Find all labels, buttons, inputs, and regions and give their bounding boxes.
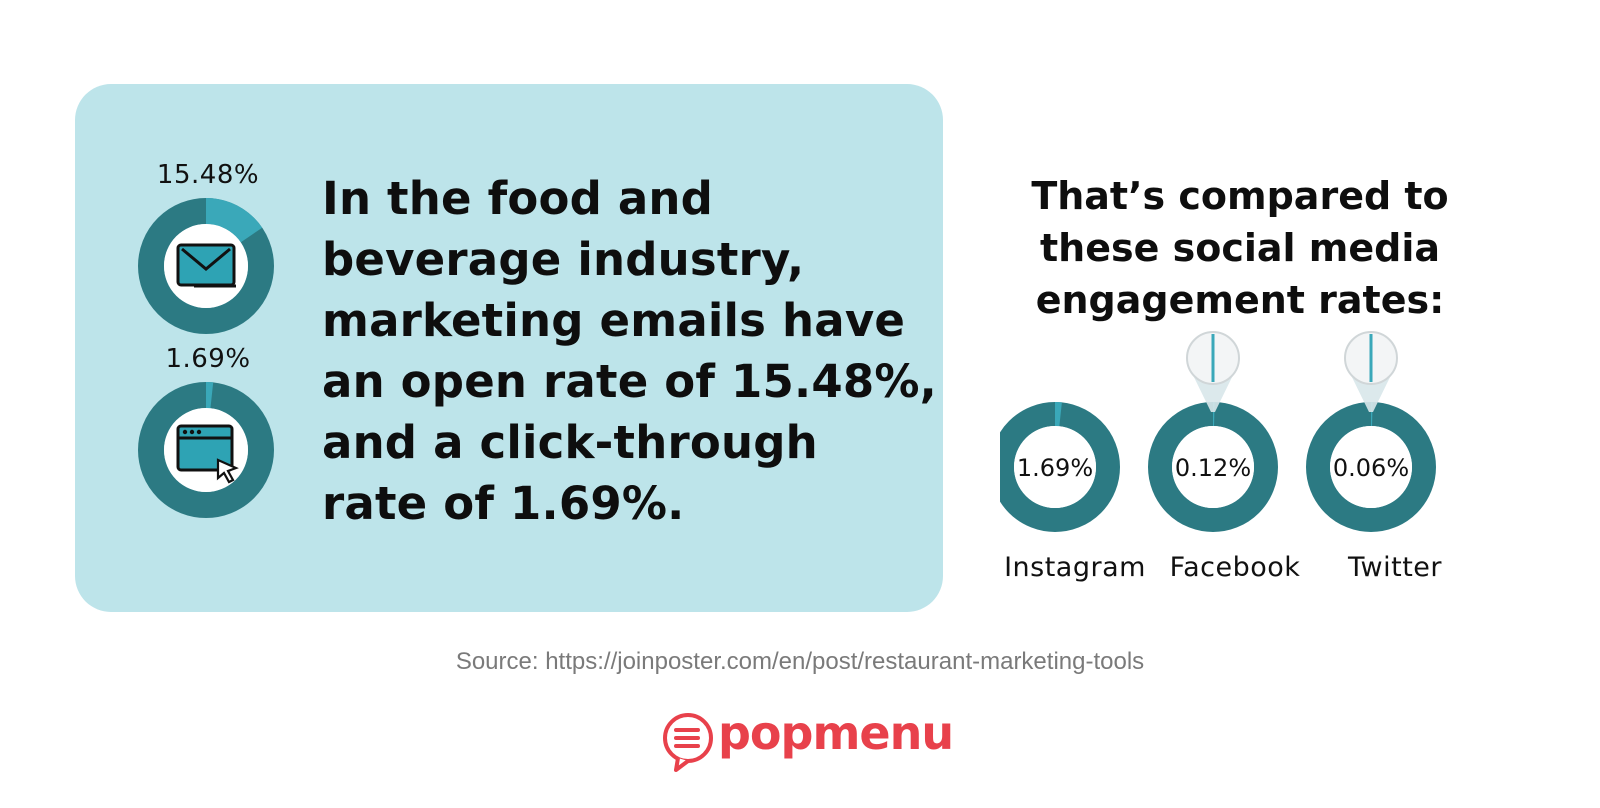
click-rate-label: 1.69% [165, 344, 251, 374]
social-name-facebook: Facebook [1169, 552, 1301, 583]
headline-line: beverage industry, [322, 233, 805, 286]
donut-twitter: 0.06% [1306, 401, 1436, 532]
headline-line: rate of 1.69%. [322, 477, 685, 530]
open-rate-label: 15.48% [156, 160, 260, 190]
envelope-icon [176, 243, 236, 288]
donut-instagram-hole [1014, 426, 1096, 508]
headline-line: and a click-through [322, 416, 818, 469]
donut-twitter-hole [1330, 426, 1412, 508]
source-citation: Source: https://joinposter.com/en/post/r… [455, 648, 1145, 675]
zoom-callout-twitter [1344, 331, 1398, 412]
donut-facebook-hole [1172, 426, 1254, 508]
headline-line: an open rate of 15.48%, [322, 355, 937, 408]
open-rate-slice [205, 198, 263, 243]
headline-line: marketing emails have [322, 294, 906, 347]
donut-instagram: 1.69% [1000, 402, 1120, 532]
compare-title-line: That’s compared to [1031, 174, 1449, 218]
donut-value-instagram: 1.69% [1017, 454, 1093, 482]
donut-value-facebook: 0.12% [1175, 454, 1251, 482]
donut-facebook: 0.12% [1148, 401, 1278, 532]
email-stats-panel [75, 84, 943, 612]
browser-click-icon [176, 424, 239, 484]
click-rate-donut [138, 382, 274, 518]
compare-title: That’s compared to these social media en… [1000, 170, 1480, 326]
social-name-instagram: Instagram [1004, 552, 1146, 583]
headline: In the food and beverage industry, marke… [322, 168, 942, 534]
brand-logo-text: popmenu [718, 706, 954, 760]
chat-bubble-menu-icon [663, 713, 713, 772]
compare-title-line: these social media [1039, 226, 1441, 270]
social-engagement-donuts: 1.69% 0.12% 0.06% [1000, 331, 1436, 532]
donut-value-twitter: 0.06% [1333, 454, 1409, 482]
social-name-twitter: Twitter [1348, 552, 1442, 583]
zoom-callout-facebook [1186, 331, 1240, 412]
compare-title-line: engagement rates: [1035, 278, 1445, 322]
headline-line: In the food and [322, 172, 714, 225]
open-rate-donut [138, 198, 274, 334]
